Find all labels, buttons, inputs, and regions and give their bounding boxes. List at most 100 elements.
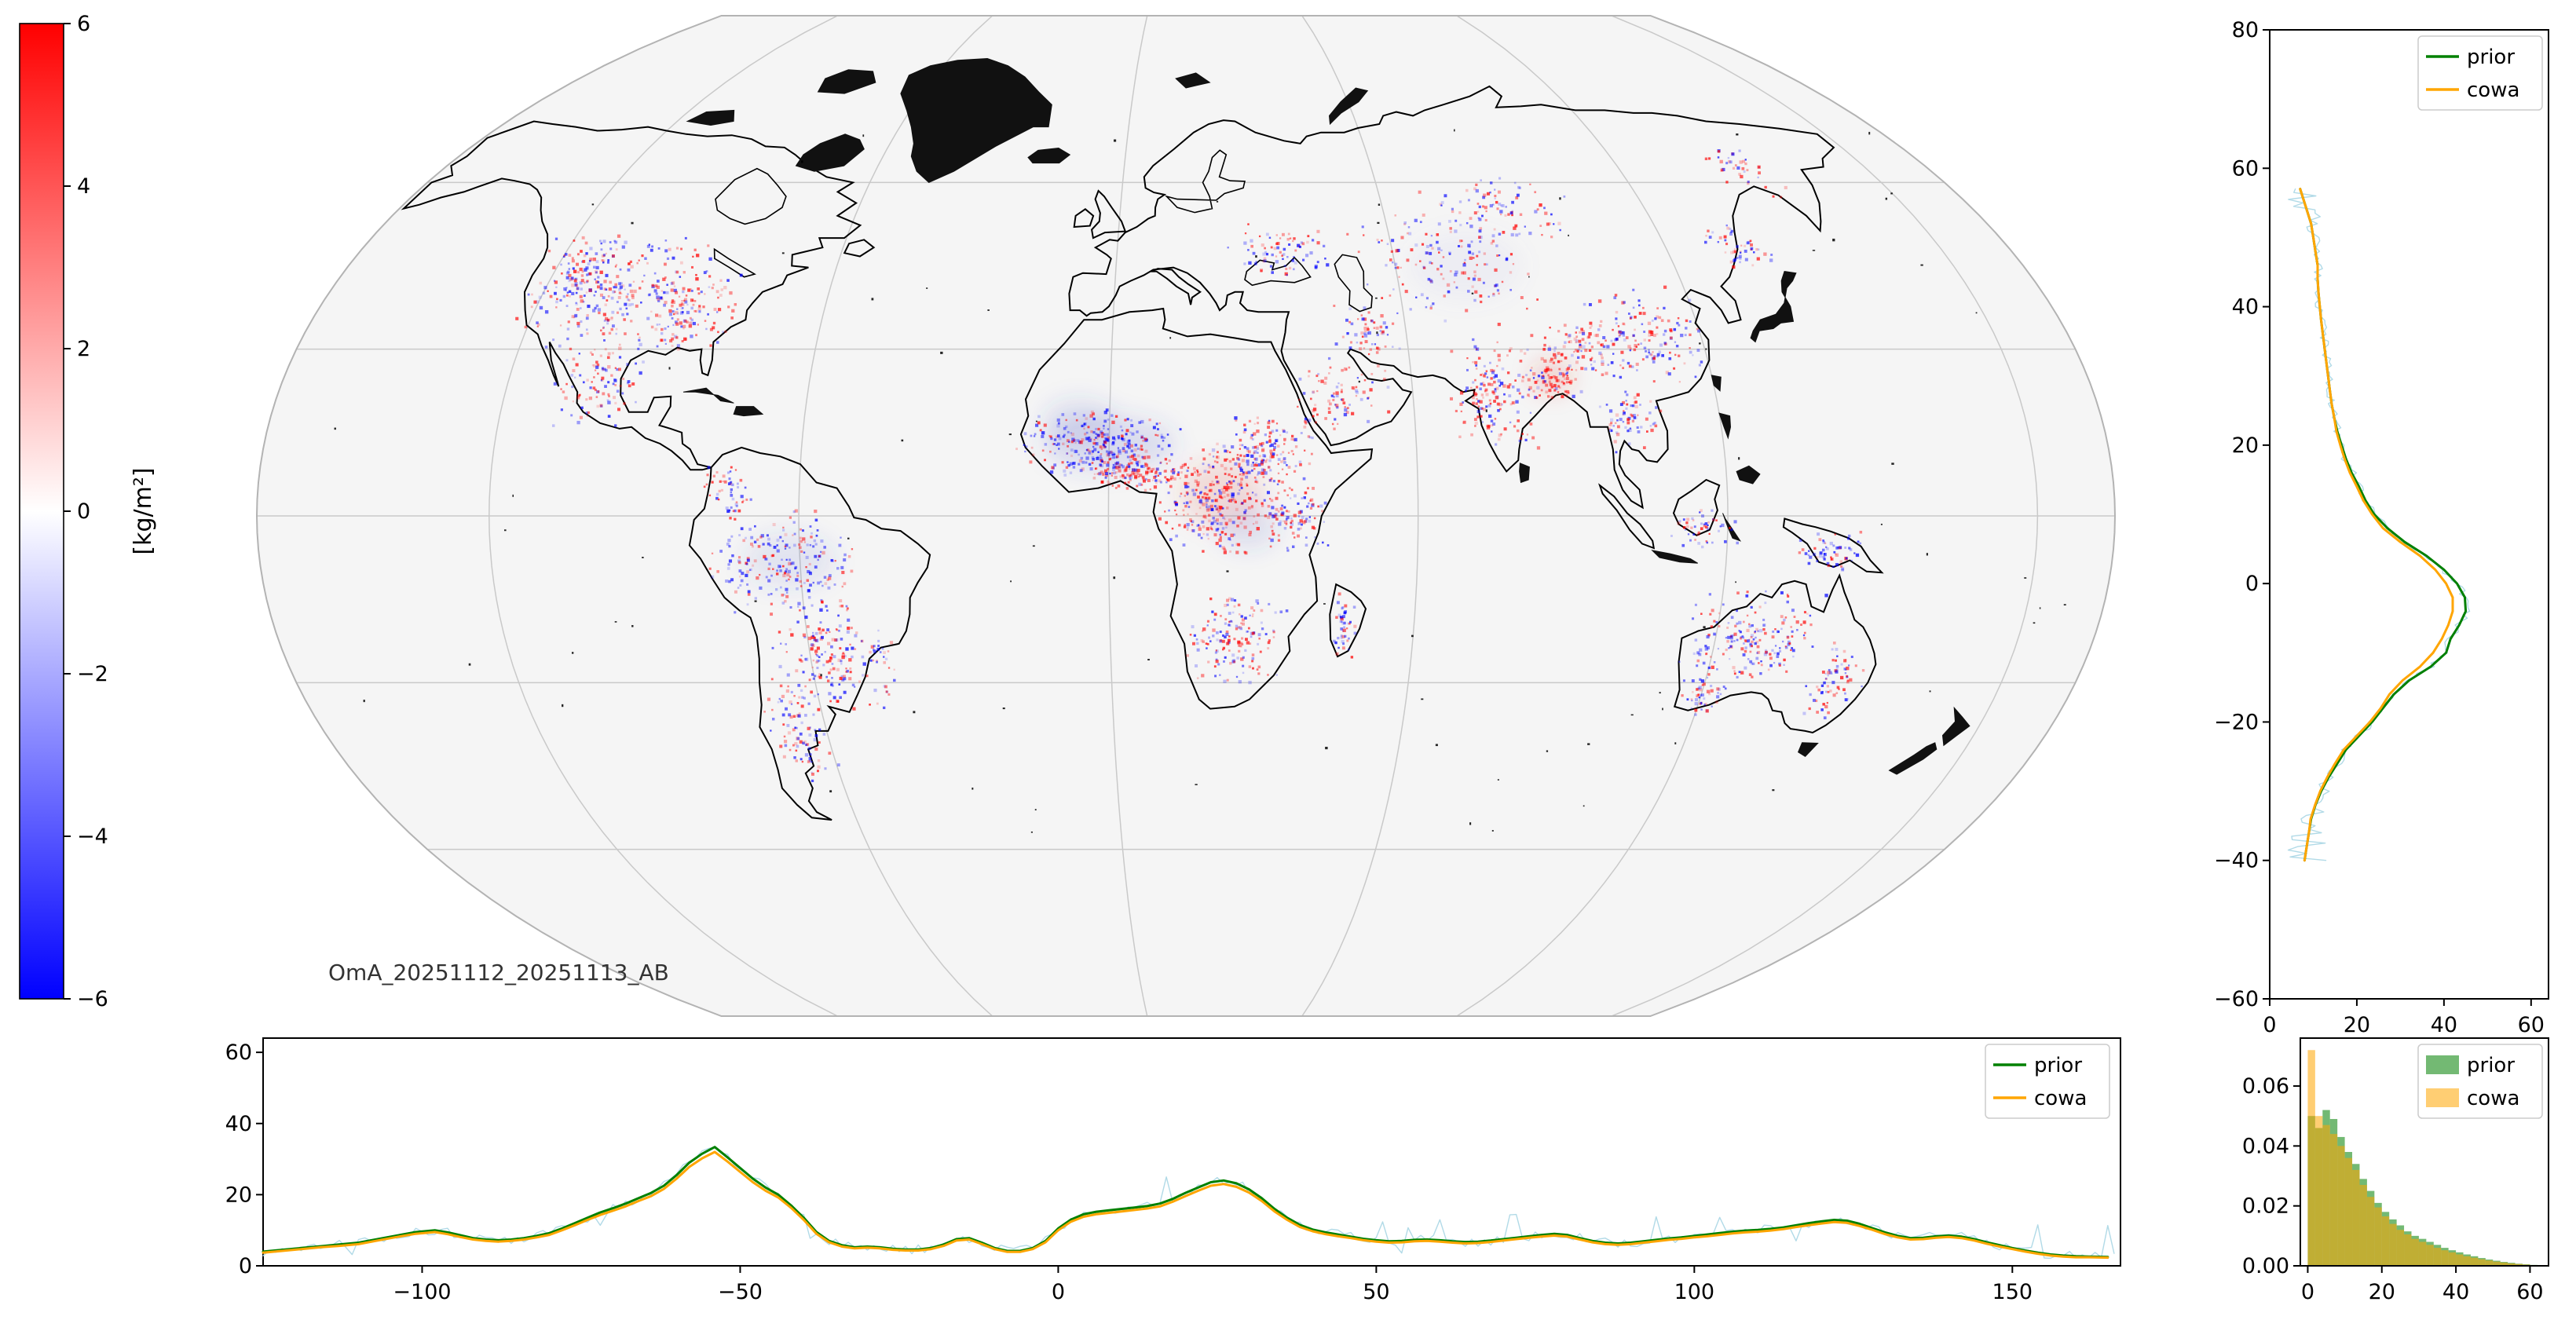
colorbar-unit-label: [kg/m²] bbox=[130, 467, 157, 554]
x-tick-label: 40 bbox=[2431, 1013, 2457, 1037]
cowa-bar bbox=[2470, 1257, 2479, 1266]
land-svalbard bbox=[1175, 72, 1211, 89]
cowa-bar bbox=[2337, 1146, 2345, 1266]
land-ellesmere-island bbox=[817, 69, 876, 94]
y-tick-label: 0 bbox=[239, 1254, 252, 1278]
cowa-bar bbox=[2404, 1234, 2412, 1266]
land-tasmania bbox=[1797, 742, 1819, 758]
cowa-bar bbox=[2366, 1197, 2375, 1266]
world-map bbox=[255, 15, 2117, 1017]
meridian-line bbox=[488, 16, 838, 1016]
land-africa bbox=[1019, 307, 1374, 710]
cowa-bar bbox=[2426, 1245, 2434, 1266]
legend: prior cowa bbox=[1985, 1044, 2110, 1119]
land-java bbox=[1651, 550, 1698, 564]
x-tick-label: −100 bbox=[393, 1280, 451, 1304]
legend-label: prior bbox=[2467, 46, 2515, 69]
landmasses bbox=[401, 57, 1970, 821]
cowa-bar bbox=[2307, 1050, 2315, 1266]
cowa-line bbox=[2299, 188, 2454, 862]
land-hispaniola bbox=[733, 406, 764, 417]
colorbar-gradient bbox=[19, 23, 64, 1000]
meridian-line bbox=[1611, 16, 2039, 1016]
cowa-bar bbox=[2478, 1259, 2486, 1266]
land-cuba bbox=[682, 387, 734, 404]
cowa-bar bbox=[2396, 1230, 2405, 1266]
y-tick-label: 60 bbox=[2232, 156, 2259, 181]
x-tick-label: 60 bbox=[2516, 1280, 2543, 1304]
cowa-bar bbox=[2344, 1157, 2353, 1266]
meridian-line bbox=[1301, 16, 1419, 1016]
land-victoria-island bbox=[686, 109, 735, 126]
bars bbox=[2307, 1050, 2538, 1266]
cowa-bar bbox=[2381, 1216, 2390, 1266]
cowa-bar bbox=[2456, 1254, 2464, 1266]
legend-label: prior bbox=[2467, 1054, 2515, 1077]
longitude-profile-chart: −100 −50 0 50 100 150 0 20 40 60 prior cowa bbox=[225, 1037, 2121, 1304]
land-japan bbox=[1750, 271, 1797, 343]
colorbar-tick-label: 0 bbox=[77, 499, 90, 524]
land-new-guinea bbox=[1782, 517, 1884, 574]
y-tick-label: −60 bbox=[2214, 987, 2259, 1011]
y-tick-label: 40 bbox=[225, 1112, 252, 1136]
x-tick-label: 60 bbox=[2518, 1013, 2545, 1037]
colorbar-tick-label: 6 bbox=[77, 12, 90, 36]
cowa-bar bbox=[2448, 1252, 2457, 1266]
graticule bbox=[257, 16, 2115, 1016]
y-tick-label: −20 bbox=[2214, 710, 2259, 734]
small-islands bbox=[334, 129, 2066, 833]
histogram-frame bbox=[2300, 1037, 2549, 1267]
prior-line bbox=[2299, 188, 2468, 862]
legend: prior cowa bbox=[2417, 1044, 2543, 1119]
cowa-bar bbox=[2411, 1238, 2419, 1266]
soft-patch bbox=[1217, 504, 1279, 550]
land-ireland bbox=[1073, 208, 1095, 229]
land-eurasia bbox=[1068, 85, 1835, 510]
lake-caspian-sea bbox=[1334, 254, 1373, 313]
cowa-bar bbox=[2389, 1223, 2397, 1266]
land-borneo bbox=[1672, 478, 1721, 536]
cowa-line bbox=[262, 1150, 2109, 1260]
land-luzon bbox=[1718, 412, 1732, 440]
lake-great-lakes bbox=[713, 247, 756, 278]
legend-label: cowa bbox=[2467, 79, 2519, 102]
land-greenland bbox=[900, 57, 1052, 183]
meridian-line bbox=[1107, 16, 1148, 1016]
y-tick-label: 0.04 bbox=[2242, 1134, 2289, 1158]
land-new-zealand-north bbox=[1941, 706, 1970, 747]
colorbar-tick-label: −4 bbox=[77, 825, 108, 849]
land-south-america bbox=[688, 446, 931, 821]
x-tick-label: 50 bbox=[1363, 1280, 1389, 1304]
land-mindanao bbox=[1736, 465, 1761, 484]
lake-black-sea bbox=[1244, 256, 1312, 287]
legend-label: cowa bbox=[2467, 1087, 2519, 1110]
cowa-bar bbox=[2359, 1184, 2367, 1266]
y-tick-label: 80 bbox=[2232, 18, 2259, 42]
cowa-bar bbox=[2515, 1263, 2523, 1266]
colorbar: 6 4 2 0 −2 −4 −6 [kg/m²] bbox=[19, 12, 157, 1011]
lat-profile-frame bbox=[2269, 29, 2549, 1000]
x-tick-label: 100 bbox=[1674, 1280, 1715, 1304]
x-tick-label: −50 bbox=[718, 1280, 763, 1304]
colorbar-tick-label: −6 bbox=[77, 987, 108, 1011]
lon-profile-frame bbox=[262, 1037, 2121, 1267]
land-sri-lanka bbox=[1519, 463, 1530, 484]
land-novaya-zemlya bbox=[1328, 87, 1369, 126]
cowa-bar bbox=[2374, 1207, 2382, 1266]
land-madagascar bbox=[1329, 583, 1367, 658]
cowa-bar bbox=[2314, 1116, 2323, 1266]
cowa-bar bbox=[2329, 1134, 2338, 1266]
y-tick-label: 20 bbox=[225, 1183, 252, 1207]
land-australia bbox=[1673, 572, 1877, 734]
lake-hudson-bay bbox=[715, 167, 787, 225]
y-tick-label: −40 bbox=[2214, 849, 2259, 873]
x-tick-label: 150 bbox=[1992, 1280, 2033, 1304]
soft-patch bbox=[1043, 399, 1115, 444]
meridian-line bbox=[798, 16, 993, 1016]
projection-boundary bbox=[255, 15, 2117, 1017]
x-tick-label: 0 bbox=[2301, 1280, 2314, 1304]
legend-label: prior bbox=[2034, 1054, 2082, 1077]
anomaly-dots bbox=[515, 148, 1865, 783]
cowa-bar bbox=[2463, 1256, 2471, 1266]
